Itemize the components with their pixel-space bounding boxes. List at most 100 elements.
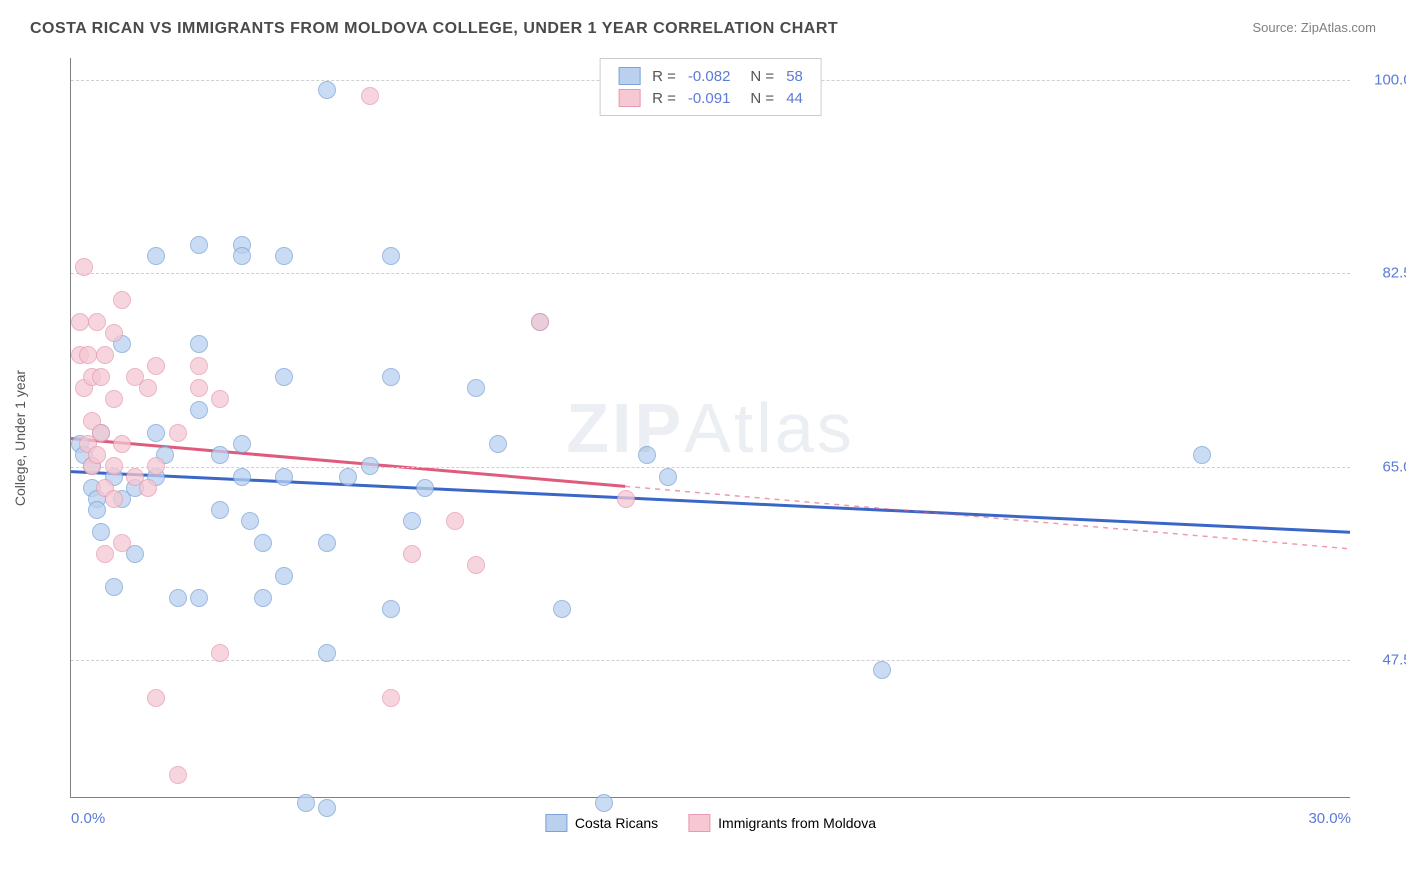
trend-line-dashed [625,486,1350,549]
data-point [88,501,106,519]
legend-swatch-icon [688,814,710,832]
data-point [105,490,123,508]
data-point [553,600,571,618]
legend-n-value: 58 [786,68,803,85]
data-point [169,766,187,784]
data-point [595,794,613,812]
data-point [113,291,131,309]
source-attribution: Source: ZipAtlas.com [1252,20,1376,35]
data-point [147,457,165,475]
data-point [71,313,89,331]
legend-r-value: -0.091 [688,90,731,107]
data-point [211,446,229,464]
x-tick-label: 30.0% [1308,810,1351,827]
data-point [211,644,229,662]
legend-swatch-icon [618,67,640,85]
legend-swatch-icon [545,814,567,832]
data-point [617,490,635,508]
data-point [211,390,229,408]
legend-stat-row: R =-0.091N =44 [618,87,803,109]
data-point [531,313,549,331]
data-point [139,379,157,397]
data-point [105,390,123,408]
data-point [75,258,93,276]
legend-r-value: -0.082 [688,68,731,85]
data-point [147,424,165,442]
data-point [318,644,336,662]
plot-region: ZIPAtlas R =-0.082N =58R =-0.091N =44 Co… [70,58,1350,798]
legend-r-label: R = [652,68,676,85]
data-point [873,661,891,679]
data-point [190,335,208,353]
y-tick-label: 82.5% [1382,265,1406,282]
legend-series-name: Immigrants from Moldova [718,815,876,831]
y-tick-label: 47.5% [1382,651,1406,668]
legend-stats-box: R =-0.082N =58R =-0.091N =44 [599,58,822,116]
chart-area: College, Under 1 year ZIPAtlas R =-0.082… [50,48,1376,828]
legend-n-label: N = [750,68,774,85]
data-point [339,468,357,486]
data-point [105,457,123,475]
legend-r-label: R = [652,90,676,107]
gridline-h [71,660,1350,661]
legend-bottom: Costa Ricans Immigrants from Moldova [545,814,876,832]
data-point [254,589,272,607]
source-name: ZipAtlas.com [1301,20,1376,35]
data-point [403,512,421,530]
legend-series-item: Costa Ricans [545,814,658,832]
data-point [382,689,400,707]
data-point [92,424,110,442]
data-point [467,379,485,397]
data-point [318,81,336,99]
data-point [446,512,464,530]
data-point [416,479,434,497]
y-axis-label: College, Under 1 year [12,370,28,506]
data-point [241,512,259,530]
data-point [361,87,379,105]
data-point [92,523,110,541]
watermark: ZIPAtlas [566,388,855,468]
data-point [147,689,165,707]
x-tick-label: 0.0% [71,810,105,827]
data-point [88,313,106,331]
data-point [190,357,208,375]
data-point [79,346,97,364]
watermark-thin: Atlas [684,389,855,467]
gridline-h [71,467,1350,468]
legend-swatch-icon [618,89,640,107]
chart-title: COSTA RICAN VS IMMIGRANTS FROM MOLDOVA C… [30,20,838,38]
trend-line-solid [71,472,1350,533]
data-point [113,534,131,552]
data-point [211,501,229,519]
data-point [105,324,123,342]
y-tick-label: 100.0% [1374,72,1406,89]
data-point [92,368,110,386]
data-point [190,589,208,607]
data-point [275,247,293,265]
data-point [318,534,336,552]
data-point [275,567,293,585]
data-point [254,534,272,552]
data-point [233,468,251,486]
data-point [96,545,114,563]
data-point [190,379,208,397]
data-point [382,600,400,618]
source-label: Source: [1252,20,1300,35]
data-point [659,468,677,486]
data-point [275,368,293,386]
legend-n-label: N = [750,90,774,107]
data-point [147,247,165,265]
data-point [96,346,114,364]
data-point [467,556,485,574]
data-point [275,468,293,486]
data-point [233,435,251,453]
data-point [113,435,131,453]
y-tick-label: 65.0% [1382,458,1406,475]
data-point [638,446,656,464]
data-point [105,578,123,596]
data-point [318,799,336,817]
legend-series-item: Immigrants from Moldova [688,814,876,832]
data-point [1193,446,1211,464]
data-point [297,794,315,812]
legend-series-name: Costa Ricans [575,815,658,831]
